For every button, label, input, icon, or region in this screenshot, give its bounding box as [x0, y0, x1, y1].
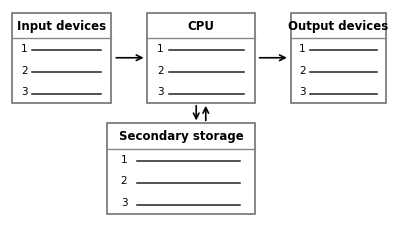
Text: 1: 1 [157, 44, 164, 54]
Text: 2: 2 [121, 176, 127, 185]
Text: 3: 3 [157, 87, 164, 97]
Bar [12, 14, 111, 104]
Text: 2: 2 [157, 65, 164, 75]
Text: 1: 1 [299, 44, 306, 54]
Text: CPU: CPU [187, 20, 215, 33]
Text: Output devices: Output devices [288, 20, 388, 33]
Text: 1: 1 [21, 44, 27, 54]
Text: 1: 1 [121, 154, 127, 164]
Text: 3: 3 [121, 197, 127, 207]
Text: 2: 2 [21, 65, 27, 75]
Text: Input devices: Input devices [17, 20, 106, 33]
Text: 3: 3 [299, 87, 306, 97]
Bar [107, 124, 255, 214]
Text: Secondary storage: Secondary storage [119, 130, 244, 143]
Text: 2: 2 [299, 65, 306, 75]
Bar [147, 14, 255, 104]
Text: 3: 3 [21, 87, 27, 97]
Bar [291, 14, 386, 104]
